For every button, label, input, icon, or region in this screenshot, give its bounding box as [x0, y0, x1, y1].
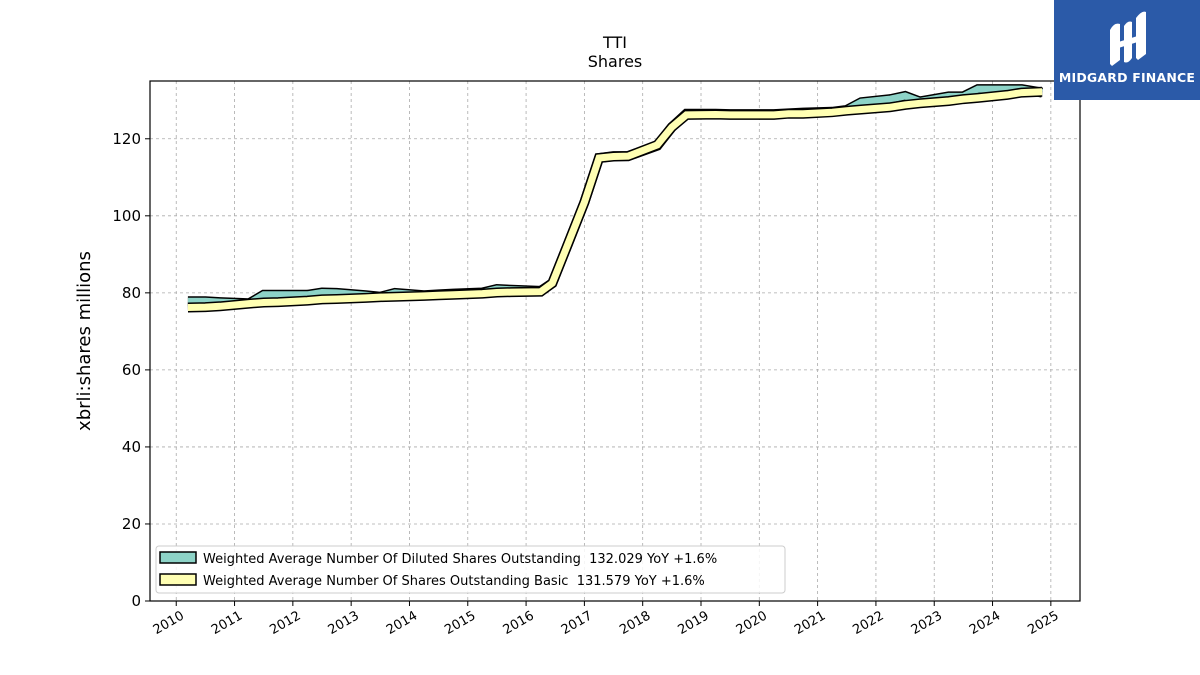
legend-label-basic: Weighted Average Number Of Shares Outsta…	[203, 574, 705, 589]
x-tick-label: 2024	[967, 608, 1003, 638]
y-tick-label: 60	[122, 361, 141, 379]
x-tick-label: 2018	[617, 608, 653, 638]
y-tick-label: 0	[131, 592, 141, 610]
x-tick-label: 2022	[850, 608, 886, 638]
x-tick-label: 2020	[734, 608, 770, 638]
chart-title: TTI	[602, 33, 627, 52]
x-tick-label: 2014	[384, 608, 420, 638]
y-tick-label: 80	[122, 284, 141, 302]
x-tick-label: 2010	[151, 608, 187, 638]
y-axis-label: xbrli:shares millions	[74, 251, 95, 431]
logo-mark-icon	[1110, 11, 1146, 67]
plot-frame	[149, 80, 1081, 602]
legend-swatch-basic	[159, 573, 197, 586]
legend: Weighted Average Number Of Diluted Share…	[155, 545, 786, 594]
x-tick-label: 2011	[209, 608, 245, 638]
x-tick-label: 2016	[501, 608, 537, 638]
y-tick-label: 20	[122, 515, 141, 533]
legend-label-diluted: Weighted Average Number Of Diluted Share…	[203, 552, 717, 567]
y-tick-label: 100	[112, 207, 141, 225]
series-line	[187, 85, 1043, 307]
series-basic	[187, 86, 1043, 313]
y-tick-label: 120	[112, 130, 141, 148]
x-tick-label: 2015	[442, 608, 478, 638]
series-line	[187, 88, 1043, 311]
x-tick-label: 2017	[559, 608, 595, 638]
x-tick-label: 2021	[792, 608, 828, 638]
series-diluted	[187, 84, 1043, 309]
chart-subtitle: Shares	[588, 52, 643, 71]
x-axis: 2010 2011 2012 2013 2014 2015 2016 2017 2018 2019…	[151, 601, 1062, 638]
brand-logo: MIDGARD FINANCE	[1054, 0, 1200, 100]
x-tick-label: 2019	[676, 608, 712, 638]
x-tick-label: 2025	[1025, 608, 1061, 638]
legend-swatch-diluted	[159, 551, 197, 564]
y-tick-label: 40	[122, 438, 141, 456]
series-layer	[187, 84, 1043, 313]
logo-text: MIDGARD FINANCE	[1058, 70, 1196, 85]
series-outline	[187, 86, 1043, 313]
y-axis: 0 20 40 60 80 100 120	[112, 130, 150, 610]
x-tick-label: 2013	[326, 608, 362, 638]
x-tick-label: 2023	[909, 608, 945, 638]
x-tick-label: 2012	[267, 608, 303, 638]
series-outline	[187, 84, 1043, 309]
legend-box	[155, 545, 786, 594]
